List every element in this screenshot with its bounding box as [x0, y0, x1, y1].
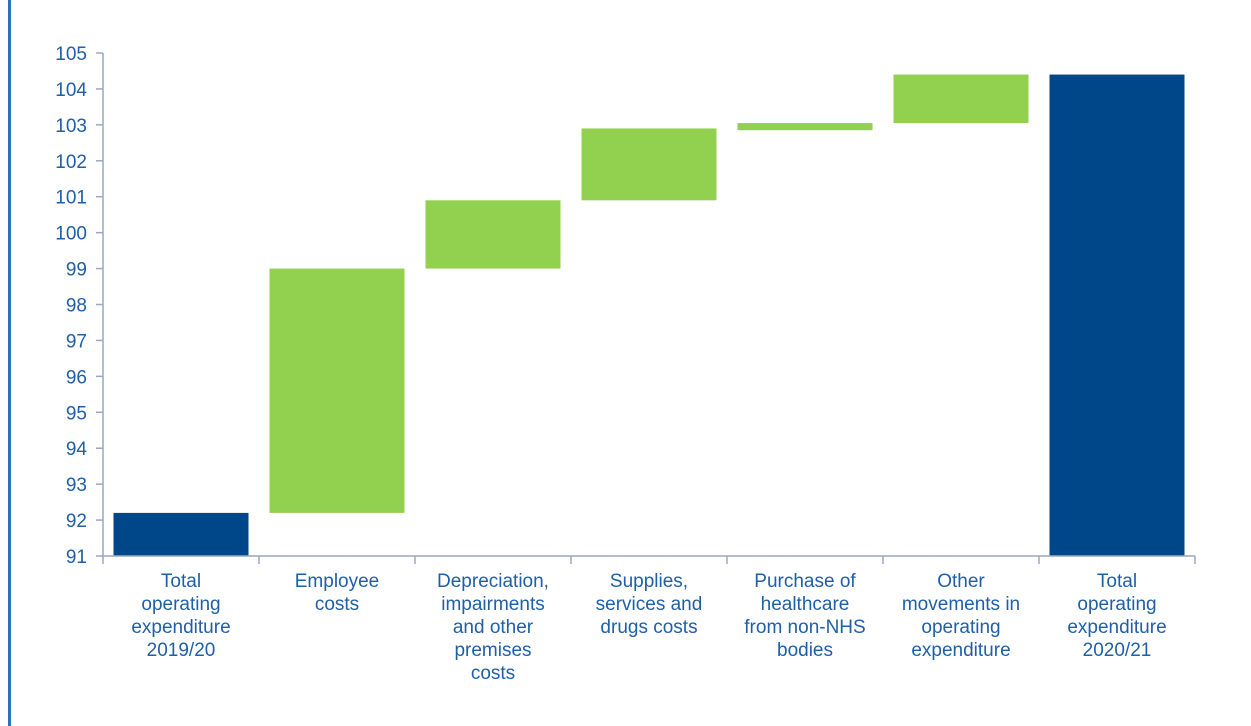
change-bar	[581, 128, 717, 201]
x-category-label-line: operating	[921, 617, 1000, 638]
x-category-label: Total operating expenditure 2020/21	[1067, 571, 1166, 661]
x-category-label-line: operating	[1077, 594, 1156, 615]
change-bar	[425, 200, 561, 269]
x-category-label-line: services and	[596, 594, 703, 615]
x-category-label: Depreciation, impairments and other premise…	[437, 571, 549, 684]
x-category-label-line: premises	[454, 640, 531, 661]
x-category-label-line: healthcare	[761, 594, 850, 615]
y-tick-label: 98	[66, 296, 87, 317]
x-category-label-line: movements in	[902, 594, 1020, 615]
x-category-label-line: 2019/20	[147, 640, 216, 661]
x-category-label: Purchase of healthcare from non-NHS bodies	[744, 571, 865, 661]
y-tick-label: 101	[55, 188, 87, 209]
y-tick-label: 92	[66, 511, 87, 532]
x-category-label-line: Total	[1097, 571, 1137, 592]
y-axis-tick-labels: 91 92 93 94 95 96 97 98 99 100 101 102 103 104 105	[55, 44, 87, 568]
x-axis-category-labels: Total operating expenditure 2019/20Employee…	[131, 571, 1166, 684]
x-category-label-line: impairments	[441, 594, 544, 615]
x-category-label: Employee costs	[295, 571, 380, 615]
x-category-label-line: operating	[141, 594, 220, 615]
y-tick-label: 94	[66, 439, 88, 460]
axes-layer	[96, 52, 1196, 564]
x-category-label: Supplies, services and drugs costs	[596, 571, 703, 638]
x-category-label-line: and other	[453, 617, 534, 638]
x-category-label-line: Employee	[295, 571, 380, 592]
x-category-label-line: Total	[161, 571, 201, 592]
x-category-label-line: expenditure	[131, 617, 230, 638]
x-category-label-line: 2020/21	[1083, 640, 1152, 661]
y-tick-label: 102	[55, 152, 87, 173]
x-category-label: Total operating expenditure 2019/20	[131, 571, 230, 661]
bars-layer	[113, 74, 1185, 557]
y-tick-label: 91	[66, 547, 87, 568]
y-tick-label: 104	[55, 80, 87, 101]
total-bar	[113, 512, 249, 556]
y-tick-label: 100	[55, 224, 87, 245]
y-tick-label: 96	[66, 367, 87, 388]
change-bar	[269, 268, 405, 513]
x-category-label-line: costs	[471, 663, 515, 684]
total-bar	[1049, 74, 1185, 557]
y-tick-label: 105	[55, 44, 87, 65]
y-tick-label: 95	[66, 403, 87, 424]
x-category-label-line: expenditure	[911, 640, 1010, 661]
change-bar	[893, 74, 1029, 124]
x-category-label-line: Depreciation,	[437, 571, 549, 592]
x-category-label-line: costs	[315, 594, 359, 615]
x-category-label-line: expenditure	[1067, 617, 1166, 638]
x-category-label-line: from non-NHS	[744, 617, 865, 638]
left-border-rule	[8, 0, 11, 726]
y-tick-label: 93	[66, 475, 87, 496]
x-category-label-line: Other	[937, 571, 985, 592]
y-tick-label: 103	[55, 116, 87, 137]
x-category-label-line: drugs costs	[600, 617, 697, 638]
y-tick-label: 97	[66, 331, 87, 352]
change-bar	[737, 123, 873, 131]
y-tick-label: 99	[66, 260, 87, 281]
x-category-label: Other movements in operating expenditure	[902, 571, 1020, 661]
x-category-label-line: Supplies,	[610, 571, 688, 592]
x-category-label-line: bodies	[777, 640, 833, 661]
x-category-label-line: Purchase of	[754, 571, 856, 592]
